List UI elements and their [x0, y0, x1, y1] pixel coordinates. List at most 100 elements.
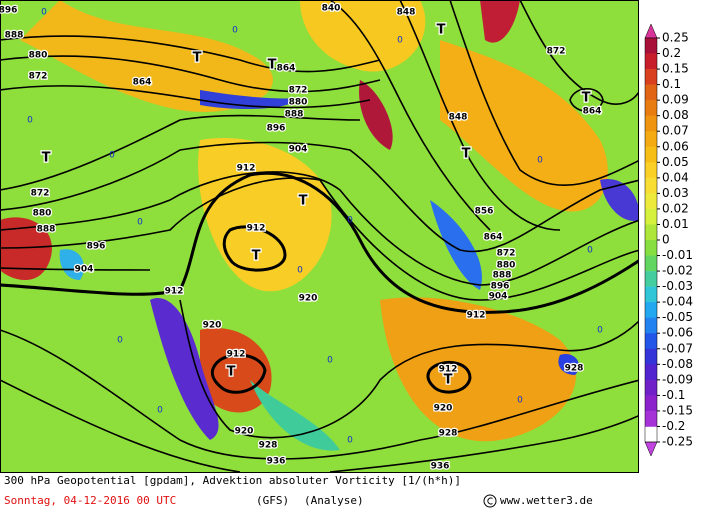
- vorticity-zero-label: 0: [27, 116, 33, 126]
- contour-label: 848: [449, 113, 468, 123]
- colorbar-label: 0.25: [662, 31, 689, 45]
- vorticity-zero-label: 0: [397, 36, 403, 46]
- contour-label: 856: [475, 207, 494, 217]
- colorbar-segment: [645, 100, 657, 116]
- colorbar-segment: [645, 53, 657, 70]
- footer-date: Sonntag, 04-12-2016 00 UTC: [4, 494, 176, 507]
- colorbar-label: -0.15: [662, 403, 693, 417]
- colorbar-label: 0.01: [662, 217, 689, 231]
- contour-label: 864: [277, 64, 296, 74]
- colorbar-label: 0.03: [662, 186, 689, 200]
- colorbar-label: 0.08: [662, 108, 689, 122]
- colorbar-segment: [645, 395, 657, 412]
- colorbar-segment: [645, 193, 657, 210]
- colorbar-label: -0.07: [662, 341, 693, 355]
- vorticity-zero-label: 0: [41, 8, 47, 18]
- colorbar-label: -0.25: [662, 435, 693, 449]
- colorbar-segment: [645, 208, 657, 225]
- colorbar-segment: [645, 240, 657, 256]
- contour-label: 896: [491, 282, 510, 292]
- contour-label: 928: [259, 441, 278, 451]
- contour-label: 864: [484, 233, 503, 243]
- low-marker: T: [42, 151, 51, 166]
- contour-label: 912: [237, 164, 256, 174]
- colorbar-label: 0.06: [662, 139, 689, 153]
- vorticity-zero-label: 0: [232, 26, 238, 36]
- contour-label: 920: [299, 294, 318, 304]
- colorbar-label: -0.05: [662, 310, 693, 324]
- low-marker: T: [227, 365, 236, 380]
- vorticity-zero-label: 0: [517, 396, 523, 406]
- colorbar-segment: [645, 410, 657, 427]
- contour-label: 888: [5, 31, 24, 41]
- colorbar-label: -0.06: [662, 326, 693, 340]
- colorbar-segment: [645, 255, 657, 272]
- colorbar-label: 0.09: [662, 93, 689, 107]
- contour-label: 872: [289, 86, 308, 96]
- low-marker: T: [462, 147, 471, 162]
- colorbar-segment: [645, 84, 657, 101]
- colorbar-arrow-top: [644, 23, 658, 39]
- contour-label: 928: [565, 364, 584, 374]
- contour-label: 912: [227, 350, 246, 360]
- colorbar-segment: [645, 69, 657, 85]
- copyright-icon: [483, 494, 497, 508]
- vorticity-zero-label: 0: [347, 436, 353, 446]
- footer-model: (GFS): [256, 494, 289, 507]
- contour-label: 920: [203, 321, 222, 331]
- contour-label: 928: [439, 429, 458, 439]
- contour-label: 872: [29, 72, 48, 82]
- colorbar-segment: [645, 364, 657, 381]
- colorbar-segment: [645, 379, 657, 396]
- contour-label: 912: [467, 311, 486, 321]
- contour-label: 912: [247, 224, 266, 234]
- contour-lines: [1, 1, 638, 472]
- contour-label: 904: [489, 292, 508, 302]
- contour-label: 872: [547, 47, 566, 57]
- contour-label: 920: [434, 404, 453, 414]
- low-marker: T: [582, 91, 591, 106]
- contour-label: 920: [235, 427, 254, 437]
- colorbar-label: -0.09: [662, 372, 693, 386]
- colorbar-label: -0.03: [662, 279, 693, 293]
- footer-site: www.wetter3.de: [500, 494, 593, 507]
- copyright-icon-c: [487, 497, 493, 505]
- contour-label: 912: [439, 365, 458, 375]
- vorticity-zero-label: 0: [347, 216, 353, 226]
- vorticity-zero-label: 0: [137, 218, 143, 228]
- colorbar-label: 0.04: [662, 170, 689, 184]
- contour-label: 880: [33, 209, 52, 219]
- map-field: [1, 1, 638, 472]
- colorbar-segment: [645, 131, 657, 148]
- contour-label: 936: [431, 462, 450, 472]
- vorticity-zero-label: 0: [597, 326, 603, 336]
- contour-label: 936: [267, 457, 286, 467]
- vorticity-zero-label: 0: [117, 336, 123, 346]
- contour-label: 888: [493, 271, 512, 281]
- contour-label: 872: [31, 189, 50, 199]
- colorbar-segment: [645, 38, 657, 54]
- colorbar-segment: [645, 286, 657, 303]
- contour-label: 888: [37, 225, 56, 235]
- contour-label: 880: [289, 98, 308, 108]
- vorticity-zero-label: 0: [587, 246, 593, 256]
- low-marker: T: [268, 58, 277, 73]
- contour-label: 896: [267, 124, 286, 134]
- colorbar-label: -0.08: [662, 357, 693, 371]
- low-marker: T: [299, 194, 308, 209]
- colorbar-label: -0.1: [662, 388, 685, 402]
- vorticity-zero-label: 0: [297, 266, 303, 276]
- contour-label: 912: [165, 287, 184, 297]
- contour-label: 864: [133, 78, 152, 88]
- colorbar-segment: [645, 271, 657, 287]
- low-marker: T: [193, 51, 202, 66]
- contour-label: 904: [75, 265, 94, 275]
- low-marker: T: [252, 249, 261, 264]
- colorbar-label: 0.07: [662, 124, 689, 138]
- vorticity-zero-label: 0: [109, 151, 115, 161]
- contour-label: 848: [397, 8, 416, 18]
- contour-label: 880: [497, 261, 516, 271]
- colorbar-segment: [645, 162, 657, 179]
- colorbar-label: -0.01: [662, 248, 693, 262]
